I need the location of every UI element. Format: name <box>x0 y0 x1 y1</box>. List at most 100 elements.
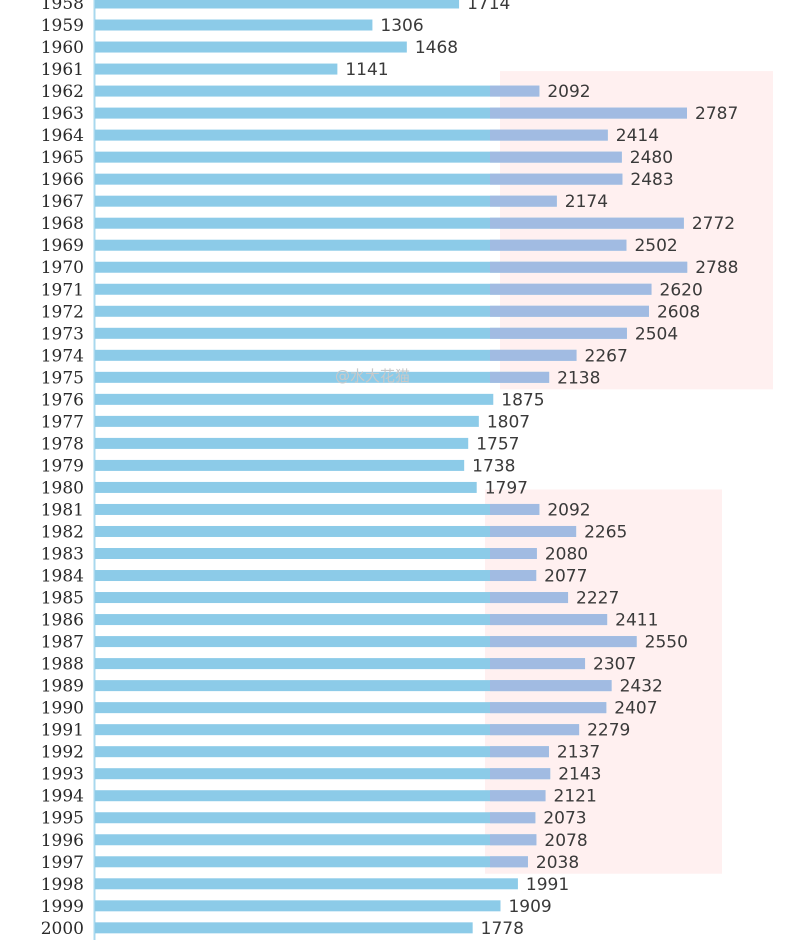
value-label-1998: 1991 <box>526 875 569 895</box>
bar-overlay-1982 <box>490 525 577 537</box>
bar-1972 <box>95 305 649 317</box>
bar-1968 <box>95 217 684 229</box>
bar-1974 <box>95 349 577 361</box>
category-label-1973: 1973 <box>41 324 84 344</box>
bar-1985 <box>95 592 569 604</box>
value-label-1988: 2307 <box>593 655 636 675</box>
value-label-1993: 2143 <box>558 765 601 785</box>
bar-1991 <box>95 724 580 736</box>
value-label-1999: 1909 <box>508 897 551 917</box>
bar-overlay-1971 <box>490 283 652 295</box>
category-label-1965: 1965 <box>41 148 84 168</box>
bar-1999 <box>95 900 501 912</box>
category-label-1964: 1964 <box>41 126 84 146</box>
value-label-1973: 2504 <box>635 324 678 344</box>
bar-overlay-1966 <box>490 173 623 185</box>
bar-overlay-1964 <box>490 129 608 141</box>
bar-1969 <box>95 239 627 251</box>
bar-overlay-1965 <box>490 151 622 163</box>
bar-1966 <box>95 173 623 185</box>
bar-overlay-1981 <box>490 503 540 515</box>
bar-1975 <box>95 371 550 383</box>
value-label-1971: 2620 <box>660 280 703 300</box>
value-label-1962: 2092 <box>547 82 590 102</box>
bar-1973 <box>95 327 627 339</box>
category-label-1988: 1988 <box>41 655 84 675</box>
value-label-1978: 1757 <box>476 434 519 454</box>
bar-1959 <box>95 19 373 31</box>
category-label-1979: 1979 <box>41 456 84 476</box>
value-label-1981: 2092 <box>547 500 590 520</box>
value-label-1975: 2138 <box>557 368 600 388</box>
bar-1961 <box>95 63 338 75</box>
bar-overlay-1984 <box>490 570 537 582</box>
category-label-1971: 1971 <box>41 280 84 300</box>
bar-1993 <box>95 768 551 780</box>
bar-1981 <box>95 503 540 515</box>
bar-1988 <box>95 658 586 670</box>
category-label-1995: 1995 <box>41 809 84 829</box>
bar-overlay-1991 <box>490 724 580 736</box>
value-label-1969: 2502 <box>634 236 677 256</box>
category-label-1993: 1993 <box>41 765 84 785</box>
category-label-1975: 1975 <box>41 368 84 388</box>
bar-1971 <box>95 283 652 295</box>
category-label-1991: 1991 <box>41 721 84 741</box>
value-label-1982: 2265 <box>584 522 627 542</box>
bar-1960 <box>95 41 407 53</box>
category-label-1986: 1986 <box>41 611 84 631</box>
category-label-1968: 1968 <box>41 214 84 234</box>
bar-1965 <box>95 151 622 163</box>
bar-1994 <box>95 790 546 802</box>
category-label-1981: 1981 <box>41 500 84 520</box>
bar-1998 <box>95 878 518 890</box>
bar-overlay-1969 <box>490 239 627 251</box>
category-label-1966: 1966 <box>41 170 84 190</box>
category-label-1982: 1982 <box>41 522 84 542</box>
bars <box>95 0 688 934</box>
category-labels: 1958 195919601961196219631964196519661967… <box>41 0 84 939</box>
bar-overlay-1973 <box>490 327 627 339</box>
category-label-1999: 1999 <box>41 897 84 917</box>
value-label-1966: 2483 <box>630 170 673 190</box>
value-label-1977: 1807 <box>487 412 530 432</box>
bar-overlay-1974 <box>490 349 577 361</box>
value-label-1974: 2267 <box>585 346 628 366</box>
value-label-1985: 2227 <box>576 589 619 609</box>
category-label-1998: 1998 <box>41 875 84 895</box>
bar-overlay-1962 <box>490 85 540 97</box>
value-label-1968: 2772 <box>692 214 735 234</box>
bar-overlay-1986 <box>490 614 608 626</box>
bar-1979 <box>95 459 465 471</box>
bar-overlay-1970 <box>490 261 688 273</box>
category-label-1977: 1977 <box>41 412 84 432</box>
category-label-1997: 1997 <box>41 853 84 873</box>
value-label-1964: 2414 <box>616 126 659 146</box>
bar-1967 <box>95 195 557 207</box>
value-label-1989: 2432 <box>620 677 663 697</box>
category-label-1963: 1963 <box>41 104 84 124</box>
bar-1980 <box>95 481 477 493</box>
bar-1987 <box>95 636 637 648</box>
value-label-1991: 2279 <box>587 721 630 741</box>
bar-overlay-1975 <box>490 371 550 383</box>
bar-overlay-1968 <box>490 217 684 229</box>
bar-1964 <box>95 129 608 141</box>
category-label-1974: 1974 <box>41 346 84 366</box>
category-label-1994: 1994 <box>41 787 84 807</box>
bar-2000 <box>95 922 473 934</box>
value-label-1976: 1875 <box>501 390 544 410</box>
bar-overlay-1993 <box>490 768 551 780</box>
category-label-1987: 1987 <box>41 633 84 653</box>
category-label-1983: 1983 <box>41 545 84 565</box>
value-label-1963: 2787 <box>695 104 738 124</box>
value-label-1959: 1306 <box>380 16 423 36</box>
bar-overlay-1987 <box>490 636 637 648</box>
bar-overlay-1989 <box>490 680 612 692</box>
value-label-1996: 2078 <box>544 831 587 851</box>
value-label-1990: 2407 <box>614 699 657 719</box>
bar-1958 <box>95 0 460 9</box>
value-label-1960: 1468 <box>415 38 458 58</box>
category-label-1984: 1984 <box>41 567 84 587</box>
